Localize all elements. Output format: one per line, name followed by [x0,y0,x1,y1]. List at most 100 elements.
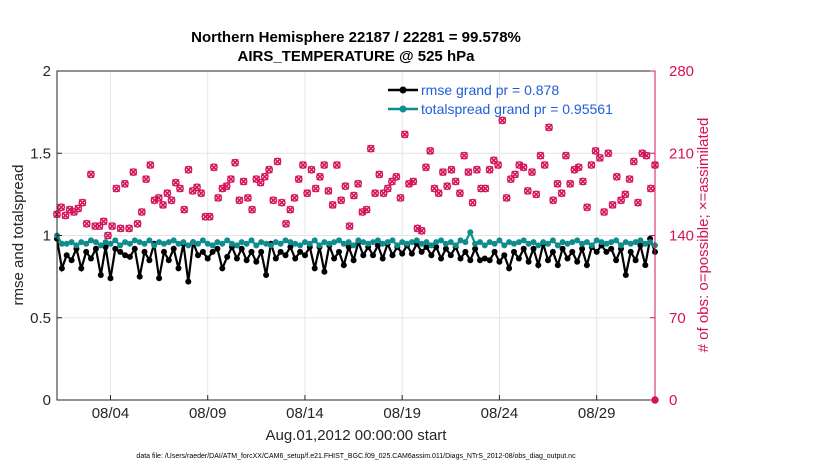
rmse-point [564,255,571,262]
totalspread-point [613,237,620,244]
obs-group [53,116,659,404]
x-axis-label: Aug.01,2012 00:00:00 start [266,427,448,444]
y-right-tick-label: 280 [669,63,694,80]
obs-assimilated-point [613,172,621,181]
y-left-tick-label: 0.5 [30,310,51,327]
obs-possible-point [341,182,350,191]
data-file-footnote: data file: /Users/raeder/DAI/ATM_forcXX/… [136,453,576,460]
rmse-point [442,245,449,252]
obs-possible-point [574,163,583,172]
obs-possible-point [311,184,320,193]
totalspread-point [243,240,250,247]
obs-possible-point [540,161,549,169]
totalspread-point [535,242,542,249]
obs-assimilated-point [375,170,384,179]
rmse-point [219,265,226,272]
totalspread-point [83,240,90,247]
rmse-point [146,257,153,264]
rmse-point [297,248,304,255]
obs-assimilated-point [540,161,549,169]
obs-possible-point [163,189,172,198]
obs-assimilated-point [210,163,218,172]
x-tick-label: 08/14 [286,405,324,422]
rmse-point [535,262,542,269]
y-axis-left-label: rmse and totalspread [10,165,27,306]
obs-possible-point [269,196,278,205]
obs-possible-point [159,200,167,209]
rmse-point [253,258,260,265]
rmse-point [272,255,279,262]
obs-assimilated-point [316,172,324,181]
obs-assimilated-point [634,198,642,207]
obs-possible-point [481,184,490,193]
totalspread-point [340,240,347,247]
obs-possible-point [417,226,426,235]
obs-assimilated-point [337,196,345,205]
totalspread-point [277,240,284,247]
obs-possible-point [294,175,303,184]
totalspread-point [579,240,586,247]
obs-possible-point [235,196,244,205]
obs-possible-point [108,222,117,231]
obs-assimilated-point [104,231,112,240]
rmse-point [204,255,211,262]
obs-assimilated-point [392,172,401,181]
totalspread-point [627,240,634,247]
totalspread-point [389,237,396,244]
obs-possible-point [371,189,379,198]
totalspread-point [588,242,595,249]
rmse-point [122,252,129,259]
obs-assimilated-point [515,161,524,169]
rmse-point [248,248,255,255]
obs-possible-point [337,196,346,205]
obs-possible-point [549,196,558,205]
obs-assimilated-point [443,182,451,190]
obs-possible-point [214,193,223,202]
obs-possible-point [532,190,541,199]
obs-assimilated-point [265,165,273,174]
obs-possible-point [104,231,112,240]
obs-assimilated-point [350,191,358,200]
rmse-point [472,245,479,252]
obs-assimilated-point [341,182,350,190]
totalspread-point [632,239,639,246]
obs-assimilated-point [65,205,74,214]
obs-assimilated-point [328,201,337,209]
obs-possible-point [430,184,439,193]
rmse-point [622,272,629,278]
obs-possible-point [78,198,87,207]
obs-assimilated-point [125,224,133,233]
rmse-point [462,248,469,255]
totalspread-point [394,242,401,249]
obs-assimilated-point [112,184,121,193]
totalspread-point [161,240,167,247]
totalspread-point [545,240,551,247]
y-left-tick-label: 1 [43,228,51,245]
obs-assimilated-point [311,184,320,193]
obs-assimilated-point [553,180,562,188]
rmse-point [340,262,347,269]
obs-assimilated-point [401,130,409,139]
obs-possible-point [82,219,91,228]
obs-assimilated-point [116,224,125,233]
obs-assimilated-point [82,219,91,228]
obs-possible-point [116,224,125,233]
obs-possible-point [621,190,630,199]
obs-assimilated-point [61,211,70,220]
rmse-point [331,255,338,262]
rmse-point [447,252,454,259]
obs-possible-point [451,177,460,186]
totalspread-point [321,239,328,246]
obs-assimilated-point [269,196,278,205]
rmse-point [559,245,566,252]
rmse-point [233,255,240,262]
obs-assimilated-point [638,149,647,158]
totalspread-point [564,240,571,247]
rmse-point [627,248,634,255]
obs-possible-point [349,191,358,200]
totalspread-point [408,239,415,246]
rmse-point [408,250,415,257]
totalspread-point [238,239,245,246]
rmse-point [481,255,488,262]
obs-assimilated-point [248,205,256,214]
